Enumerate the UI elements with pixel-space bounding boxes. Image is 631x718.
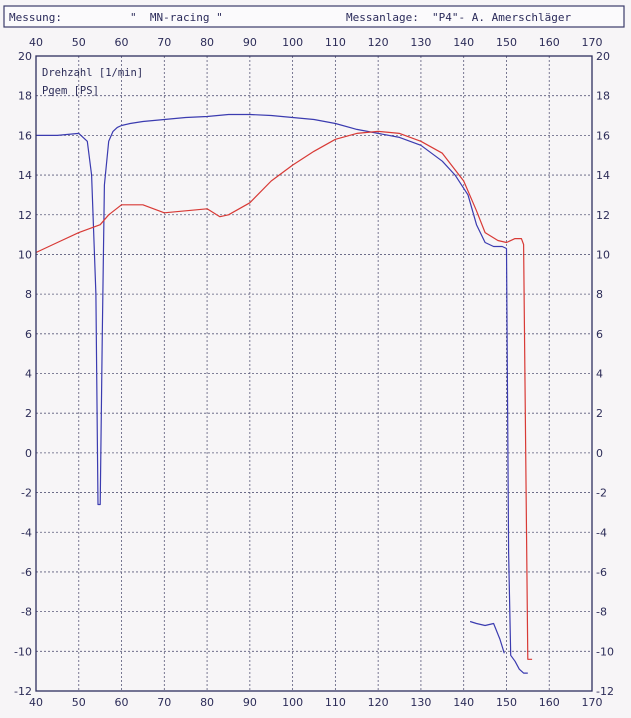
x-tick-label-bottom: 40 xyxy=(29,696,43,709)
messanlage-value: "P4"- A. Amerschläger xyxy=(432,11,571,24)
y-tick-label-right: 2 xyxy=(596,407,603,420)
y-tick-label-right: 4 xyxy=(596,368,603,381)
y-tick-label-right: -12 xyxy=(596,685,614,698)
messung-value: " MN-racing " xyxy=(130,11,223,24)
y-tick-label-right: 18 xyxy=(596,90,610,103)
y-tick-label-right: -2 xyxy=(596,487,607,500)
x-tick-label-bottom: 50 xyxy=(72,696,86,709)
x-tick-label-top: 80 xyxy=(200,36,214,49)
y-tick-label-left: 10 xyxy=(18,248,32,261)
x-tick-label-top: 140 xyxy=(453,36,474,49)
series-line-2 xyxy=(469,620,505,654)
series-lines xyxy=(35,113,533,674)
x-tick-label-top: 70 xyxy=(157,36,171,49)
x-tick-label-top: 60 xyxy=(115,36,129,49)
x-tick-label-top: 90 xyxy=(243,36,257,49)
x-tick-label-bottom: 160 xyxy=(539,696,560,709)
y-tick-label-left: -10 xyxy=(14,645,32,658)
y-tick-label-left: 20 xyxy=(18,50,32,63)
messung-label: Messung: xyxy=(9,11,62,24)
y-tick-label-right: 8 xyxy=(596,288,603,301)
x-tick-label-top: 170 xyxy=(582,36,603,49)
x-tick-label-top: 50 xyxy=(72,36,86,49)
series-line-0 xyxy=(36,113,528,674)
header-frame xyxy=(3,5,625,28)
y-tick-label-right: 0 xyxy=(596,447,603,460)
x-tick-label-bottom: 120 xyxy=(368,696,389,709)
header-bar: Messung: " MN-racing " Messanlage: "P4"-… xyxy=(3,5,625,28)
y-tick-label-right: 6 xyxy=(596,328,603,341)
x-tick-label-bottom: 170 xyxy=(582,696,603,709)
x-tick-label-bottom: 110 xyxy=(325,696,346,709)
legend-entry-drehzahl: Drehzahl [1/min] xyxy=(42,67,143,79)
x-tick-label-bottom: 100 xyxy=(282,696,303,709)
x-tick-label-bottom: 90 xyxy=(243,696,257,709)
x-tick-label-bottom: 70 xyxy=(157,696,171,709)
plot-frame xyxy=(35,55,593,692)
x-tick-label-top: 130 xyxy=(410,36,431,49)
x-tick-label-top: 120 xyxy=(368,36,389,49)
x-tick-label-top: 110 xyxy=(325,36,346,49)
y-tick-label-left: -2 xyxy=(21,487,32,500)
y-tick-label-left: -6 xyxy=(21,566,32,579)
y-tick-label-right: 12 xyxy=(596,209,610,222)
x-tick-label-top: 150 xyxy=(496,36,517,49)
y-tick-label-left: 4 xyxy=(25,368,32,381)
y-tick-label-left: -4 xyxy=(21,526,32,539)
x-tick-label-top: 100 xyxy=(282,36,303,49)
x-tick-label-bottom: 150 xyxy=(496,696,517,709)
y-tick-label-right: 10 xyxy=(596,248,610,261)
y-tick-label-right: 16 xyxy=(596,129,610,142)
y-tick-label-left: 16 xyxy=(18,129,32,142)
x-tick-label-bottom: 80 xyxy=(200,696,214,709)
y-tick-label-right: -6 xyxy=(596,566,607,579)
x-tick-label-top: 160 xyxy=(539,36,560,49)
y-tick-label-right: -4 xyxy=(596,526,607,539)
messanlage-label: Messanlage: xyxy=(346,11,419,24)
y-tick-label-right: 14 xyxy=(596,169,610,182)
y-tick-label-left: 2 xyxy=(25,407,32,420)
legend: Drehzahl [1/min] Pgem [PS] xyxy=(42,67,143,97)
series-line-1 xyxy=(35,130,533,660)
y-tick-label-right: 20 xyxy=(596,50,610,63)
x-tick-label-bottom: 130 xyxy=(410,696,431,709)
x-tick-label-bottom: 60 xyxy=(115,696,129,709)
x-tick-label-bottom: 140 xyxy=(453,696,474,709)
y-tick-label-left: -12 xyxy=(14,685,32,698)
grid xyxy=(36,56,592,691)
y-tick-label-left: 6 xyxy=(25,328,32,341)
tick-labels: 4040505060607070808090901001001101101201… xyxy=(14,36,614,709)
y-tick-label-left: 8 xyxy=(25,288,32,301)
x-tick-label-top: 40 xyxy=(29,36,43,49)
y-tick-label-left: -8 xyxy=(21,606,32,619)
legend-entry-pgem: Pgem [PS] xyxy=(42,85,99,97)
y-tick-label-left: 0 xyxy=(25,447,32,460)
y-tick-label-left: 14 xyxy=(18,169,32,182)
y-tick-label-right: -8 xyxy=(596,606,607,619)
y-tick-label-left: 12 xyxy=(18,209,32,222)
y-tick-label-right: -10 xyxy=(596,645,614,658)
y-tick-label-left: 18 xyxy=(18,90,32,103)
